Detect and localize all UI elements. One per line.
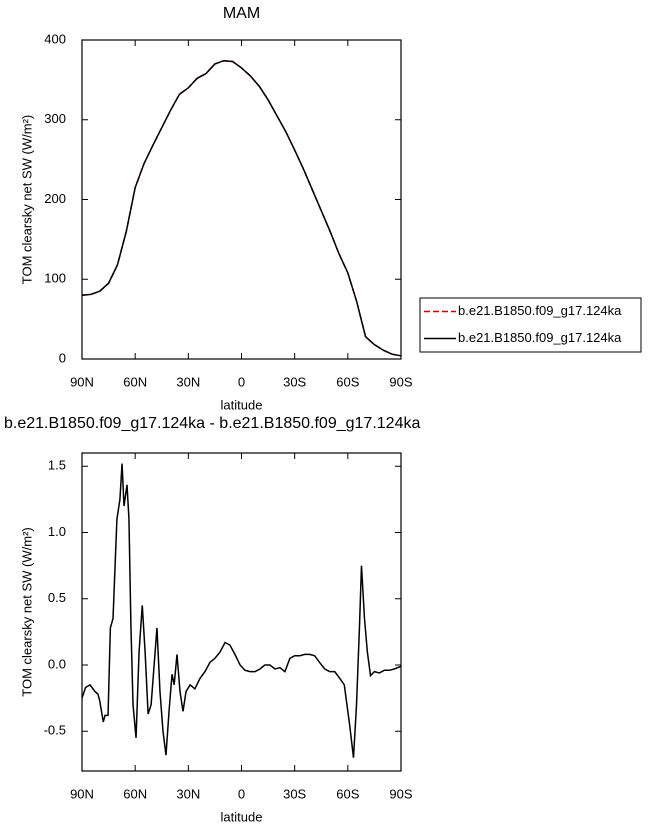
x-tick-label: 60N (123, 786, 147, 801)
x-tick-label: 0 (238, 786, 245, 801)
y-tick-label: 100 (44, 271, 66, 286)
y-tick-label: 0.0 (48, 656, 66, 671)
x-tick-label: 90S (389, 786, 412, 801)
legend-box (419, 297, 642, 353)
y-tick-label: 300 (44, 111, 66, 126)
x-tick-label: 90N (70, 786, 94, 801)
x-tick-label: 30S (283, 786, 306, 801)
data-line (81, 463, 402, 758)
x-tick-label: 60S (336, 374, 359, 389)
x-tick-label: 30N (176, 374, 200, 389)
data-line (81, 59, 402, 357)
plot-frame (81, 452, 402, 772)
y-tick-label: -0.5 (44, 723, 66, 738)
legend-label: b.e21.B1850.f09_g17.124ka (458, 330, 622, 345)
chart-title: MAM (223, 5, 260, 22)
y-tick-label: 0.5 (48, 590, 66, 605)
x-tick-label: 90S (389, 374, 412, 389)
legend-label: b.e21.B1850.f09_g17.124ka (458, 303, 622, 318)
x-axis-label: latitude (221, 809, 263, 824)
data-line (81, 59, 402, 357)
x-tick-label: 30N (176, 786, 200, 801)
x-tick-label: 0 (238, 374, 245, 389)
chart-title: b.e21.B1850.f09_g17.124ka - b.e21.B1850.… (4, 415, 420, 432)
y-axis-label: TOM clearsky net SW (W/m²) (19, 527, 34, 696)
x-tick-label: 90N (70, 374, 94, 389)
x-axis-label: latitude (221, 397, 263, 412)
y-tick-label: 0 (59, 350, 66, 365)
y-tick-label: 400 (44, 31, 66, 46)
y-tick-label: 1.5 (48, 458, 66, 473)
y-tick-label: 200 (44, 191, 66, 206)
x-tick-label: 30S (283, 374, 306, 389)
plot-frame (81, 39, 402, 360)
y-tick-label: 1.0 (48, 524, 66, 539)
x-tick-label: 60S (336, 786, 359, 801)
y-axis-label: TOM clearsky net SW (W/m²) (19, 115, 34, 284)
x-tick-label: 60N (123, 374, 147, 389)
